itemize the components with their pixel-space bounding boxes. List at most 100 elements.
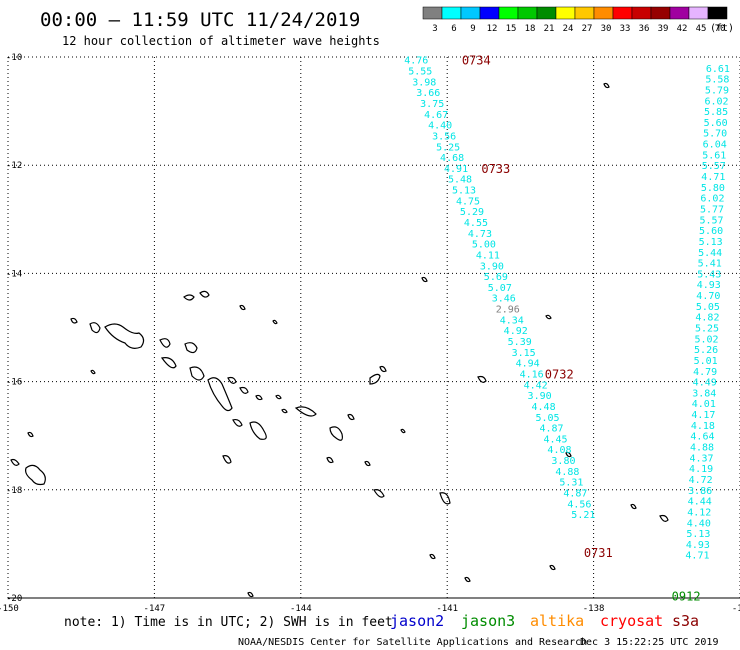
lat-lon-grid bbox=[8, 57, 740, 598]
island-outline bbox=[545, 314, 552, 320]
wave-height-value: 5.13 bbox=[686, 529, 710, 540]
wave-height-value: 5.29 bbox=[460, 207, 484, 218]
island-outline bbox=[369, 373, 381, 385]
wave-height-value: 5.00 bbox=[472, 240, 496, 251]
wave-height-value: 3.66 bbox=[416, 88, 440, 99]
island-outline bbox=[294, 406, 317, 417]
island-outline bbox=[400, 428, 406, 434]
wave-height-value: 3.46 bbox=[492, 294, 516, 305]
wave-height-value: 5.01 bbox=[694, 356, 718, 367]
footer-timestamp: Dec 3 15:22:25 UTC 2019 bbox=[580, 637, 718, 648]
wave-height-value: 4.64 bbox=[690, 432, 714, 443]
island-outline bbox=[25, 464, 46, 486]
legend-swatch bbox=[631, 6, 652, 20]
wave-height-value: 4.11 bbox=[476, 250, 500, 261]
wave-height-value: 3.75 bbox=[420, 99, 444, 110]
wave-height-value: 4.87 bbox=[563, 489, 587, 500]
island-outline bbox=[184, 342, 198, 354]
wave-height-value: 4.40 bbox=[428, 121, 452, 132]
legend-label: 42 bbox=[677, 24, 688, 34]
wave-height-value: 4.91 bbox=[444, 164, 468, 175]
wave-height-value: 4.45 bbox=[543, 434, 567, 445]
island-outline bbox=[27, 431, 34, 438]
island-outline bbox=[281, 408, 288, 414]
x-tick-label: -13 bbox=[732, 604, 740, 614]
wave-height-value: 6.02 bbox=[704, 96, 728, 107]
wave-height-value: 5.60 bbox=[699, 226, 723, 237]
wave-height-value: 3.90 bbox=[480, 261, 504, 272]
wave-height-value: 4.34 bbox=[500, 315, 524, 326]
island-outline bbox=[232, 418, 243, 427]
wave-height-value: 4.68 bbox=[440, 153, 464, 164]
x-tick-label: -138 bbox=[583, 604, 605, 614]
legend-label: 39 bbox=[658, 24, 669, 34]
mission-legend: jason2 jason3 altika cryosat s3a bbox=[390, 612, 699, 630]
y-tick-label: -10 bbox=[6, 53, 22, 63]
wave-height-value: 3.84 bbox=[692, 388, 716, 399]
legend-label: 27 bbox=[582, 24, 593, 34]
island-outline bbox=[477, 375, 487, 383]
island-outline bbox=[329, 426, 343, 441]
island-outline bbox=[70, 317, 78, 324]
island-outline bbox=[659, 514, 669, 522]
pass-time-label: 0731 bbox=[584, 546, 613, 560]
mission-label: cryosat bbox=[600, 612, 663, 630]
legend-swatch bbox=[441, 6, 462, 20]
wave-height-value: 4.87 bbox=[539, 424, 563, 435]
wave-height-value: 3.98 bbox=[412, 77, 436, 88]
legend-label: 12 bbox=[487, 24, 498, 34]
legend-swatch bbox=[460, 6, 481, 20]
wave-height-value: 4.44 bbox=[688, 497, 712, 508]
mission-label: jason2 bbox=[390, 612, 444, 630]
legend-label: 6 bbox=[451, 24, 456, 34]
wave-height-value: 4.92 bbox=[504, 326, 528, 337]
map-subtitle: 12 hour collection of altimeter wave hei… bbox=[62, 34, 380, 48]
legend-label: 33 bbox=[620, 24, 631, 34]
legend-label: 24 bbox=[563, 24, 574, 34]
wave-height-value: 2.96 bbox=[496, 305, 520, 316]
island-outline bbox=[429, 553, 436, 560]
legend-swatch bbox=[422, 6, 443, 20]
wave-height-value: 6.61 bbox=[706, 64, 730, 75]
y-tick-label: -16 bbox=[6, 378, 22, 388]
wave-height-value: 4.08 bbox=[547, 445, 571, 456]
wave-height-value: 3.15 bbox=[512, 348, 536, 359]
island-outlines bbox=[10, 82, 669, 598]
island-outline bbox=[326, 456, 334, 464]
legend-label: 21 bbox=[544, 24, 555, 34]
wave-height-value: 4.18 bbox=[691, 421, 715, 432]
legend-swatch bbox=[688, 6, 709, 20]
wave-height-value: 4.37 bbox=[690, 453, 714, 464]
island-outline bbox=[160, 357, 177, 369]
x-tick-label: -144 bbox=[290, 604, 312, 614]
island-outline bbox=[373, 489, 385, 498]
map-title: 00:00 — 11:59 UTC 11/24/2019 bbox=[40, 9, 360, 31]
axis-tick-labels: -150 -147 -144 -141 -138 -13 -10 -12 -14 -16 -18 -2… bbox=[0, 53, 740, 614]
legend-label: 70 bbox=[715, 24, 726, 34]
wave-height-value: 5.69 bbox=[484, 272, 508, 283]
wave-height-value: 4.93 bbox=[686, 540, 710, 551]
legend-swatch bbox=[707, 6, 728, 20]
wave-height-value: 4.56 bbox=[567, 499, 591, 510]
wave-height-value: 5.26 bbox=[694, 345, 718, 356]
legend-swatch bbox=[650, 6, 671, 20]
island-outline bbox=[439, 492, 451, 505]
legend-swatch bbox=[479, 6, 500, 20]
legend-swatch bbox=[669, 6, 690, 20]
wave-height-value: 5.25 bbox=[436, 142, 460, 153]
island-outline bbox=[272, 319, 278, 325]
wave-height-value: 5.41 bbox=[698, 259, 722, 270]
x-tick-label: -147 bbox=[144, 604, 166, 614]
wave-height-value: 6.04 bbox=[703, 140, 727, 151]
legend-swatch bbox=[593, 6, 614, 20]
island-outline bbox=[222, 455, 232, 464]
legend-label: 36 bbox=[639, 24, 650, 34]
wave-height-value: 5.13 bbox=[699, 237, 723, 248]
wave-height-value: 4.79 bbox=[693, 367, 717, 378]
wave-height-value: 4.76 bbox=[404, 56, 428, 67]
footer-credit: NOAA/NESDIS Center for Satellite Applica… bbox=[238, 637, 587, 648]
wave-height-value: 4.55 bbox=[464, 218, 488, 229]
pass-time-label: 0912 bbox=[672, 589, 701, 603]
wave-height-value: 5.02 bbox=[694, 334, 718, 345]
wave-height-value: 3.90 bbox=[528, 391, 552, 402]
